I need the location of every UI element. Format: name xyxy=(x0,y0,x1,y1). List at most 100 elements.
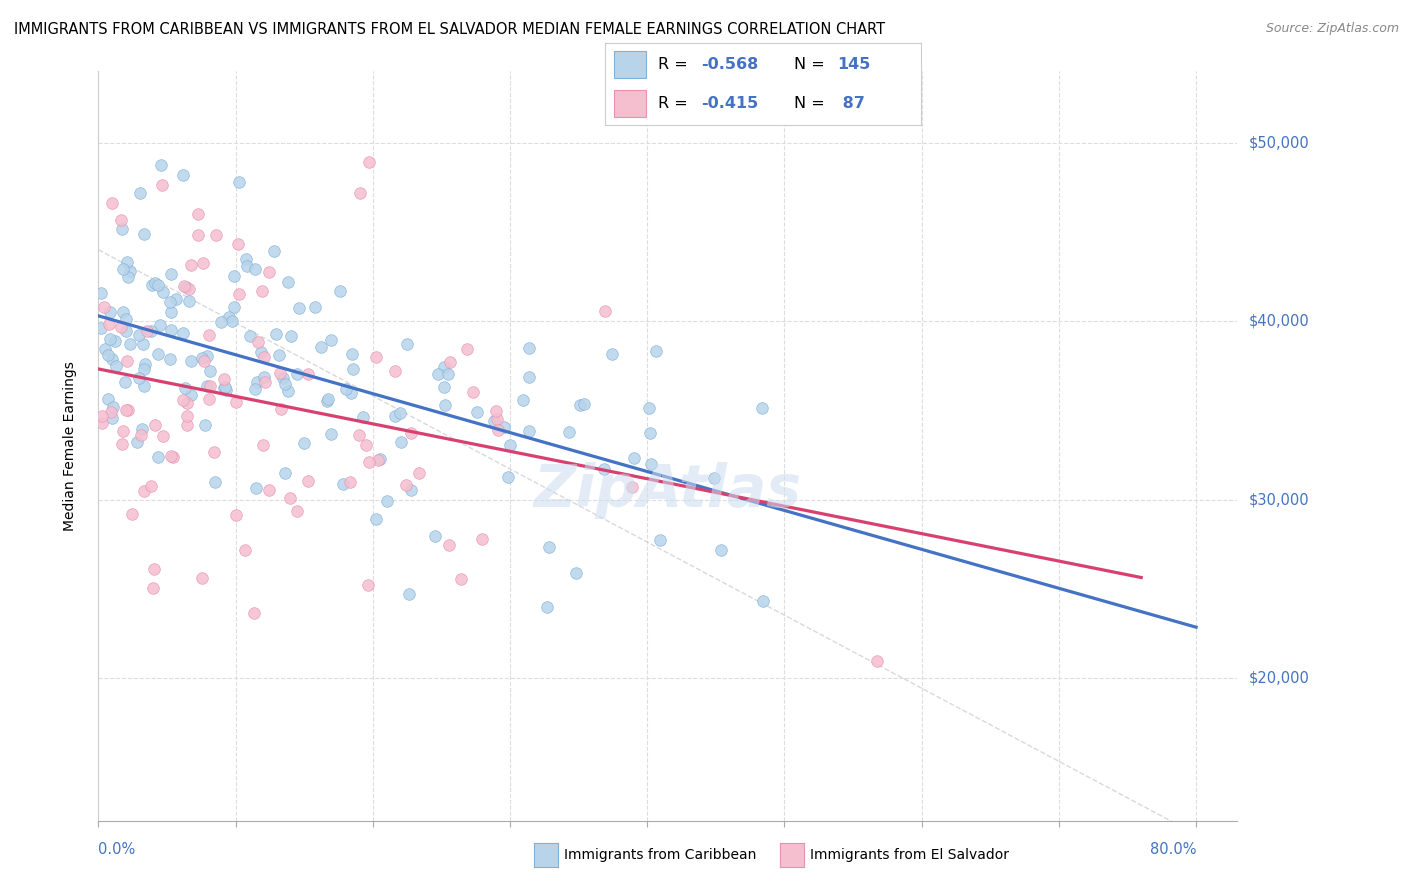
Point xyxy=(486,423,509,437)
Point xyxy=(499,438,522,452)
Point xyxy=(364,512,387,526)
Point xyxy=(465,404,488,418)
Point xyxy=(143,418,166,433)
Point xyxy=(592,462,614,476)
Point xyxy=(243,606,266,620)
Point xyxy=(115,402,138,417)
Point xyxy=(280,329,302,343)
Text: -0.415: -0.415 xyxy=(702,95,758,111)
Point xyxy=(332,476,354,491)
Point xyxy=(191,351,214,365)
Point xyxy=(101,351,124,366)
Point xyxy=(246,335,269,350)
Point xyxy=(131,422,153,436)
Point xyxy=(253,369,276,384)
Y-axis label: Median Female Earnings: Median Female Earnings xyxy=(63,361,77,531)
Point xyxy=(129,428,152,442)
Point xyxy=(557,425,579,439)
Point xyxy=(349,186,371,200)
Point xyxy=(110,319,132,334)
Point xyxy=(398,586,420,600)
Point xyxy=(408,466,430,480)
Point xyxy=(149,158,172,172)
Text: 87: 87 xyxy=(837,95,865,111)
Point xyxy=(225,395,247,409)
Text: IMMIGRANTS FROM CARIBBEAN VS IMMIGRANTS FROM EL SALVADOR MEDIAN FEMALE EARNINGS : IMMIGRANTS FROM CARIBBEAN VS IMMIGRANTS … xyxy=(14,22,886,37)
Point xyxy=(179,282,201,296)
Point xyxy=(160,323,183,337)
Text: Source: ZipAtlas.com: Source: ZipAtlas.com xyxy=(1265,22,1399,36)
Point xyxy=(309,340,332,354)
Point xyxy=(139,479,162,493)
Point xyxy=(101,400,124,414)
Point xyxy=(187,228,209,243)
Point xyxy=(94,343,117,357)
Point xyxy=(212,381,235,395)
Point xyxy=(174,381,197,395)
Point xyxy=(98,318,121,332)
Point xyxy=(159,294,181,309)
Point xyxy=(315,394,337,409)
Point xyxy=(297,367,319,381)
Point xyxy=(236,259,259,273)
Point xyxy=(101,195,124,210)
Point xyxy=(115,311,138,326)
Point xyxy=(105,359,128,374)
Point xyxy=(485,404,508,418)
Point xyxy=(318,392,340,406)
Point xyxy=(538,541,561,555)
Point xyxy=(173,278,195,293)
Point xyxy=(111,437,134,451)
Point xyxy=(224,269,246,284)
Point xyxy=(243,382,266,396)
Text: Immigrants from El Salvador: Immigrants from El Salvador xyxy=(810,848,1010,862)
Point xyxy=(180,354,202,368)
Point xyxy=(134,483,156,498)
Point xyxy=(287,301,309,316)
Point xyxy=(204,475,226,490)
Point xyxy=(270,402,292,417)
Point xyxy=(367,452,389,467)
Point xyxy=(339,475,361,490)
Point xyxy=(225,508,247,522)
Point xyxy=(132,378,155,392)
Point xyxy=(384,409,406,423)
Text: 0.0%: 0.0% xyxy=(98,842,135,857)
Point xyxy=(97,392,120,407)
Point xyxy=(150,178,173,192)
Point xyxy=(254,376,277,390)
Point xyxy=(319,426,342,441)
Point xyxy=(90,321,112,335)
Point xyxy=(710,543,733,558)
Point xyxy=(159,351,181,366)
Point xyxy=(180,388,202,402)
Point xyxy=(285,367,308,381)
Point xyxy=(117,270,139,285)
Point xyxy=(250,284,273,298)
Point xyxy=(273,466,295,480)
Point xyxy=(172,326,194,340)
Point xyxy=(271,371,294,385)
Point xyxy=(564,566,586,581)
Point xyxy=(143,276,166,290)
Point xyxy=(239,329,262,343)
Point xyxy=(174,280,197,294)
Point xyxy=(91,409,114,424)
Point xyxy=(98,332,121,346)
Point xyxy=(456,342,478,356)
Point xyxy=(319,333,342,347)
Point xyxy=(600,347,623,361)
Point xyxy=(640,457,662,471)
Point xyxy=(280,491,302,506)
Point xyxy=(433,380,456,394)
Point xyxy=(574,397,596,411)
Point xyxy=(492,419,515,434)
Point xyxy=(257,265,280,279)
Point xyxy=(395,337,418,351)
Point xyxy=(450,572,472,586)
Point xyxy=(118,337,141,351)
Point xyxy=(93,301,115,315)
Point xyxy=(357,155,380,169)
Point xyxy=(425,529,447,543)
Point xyxy=(349,428,371,442)
